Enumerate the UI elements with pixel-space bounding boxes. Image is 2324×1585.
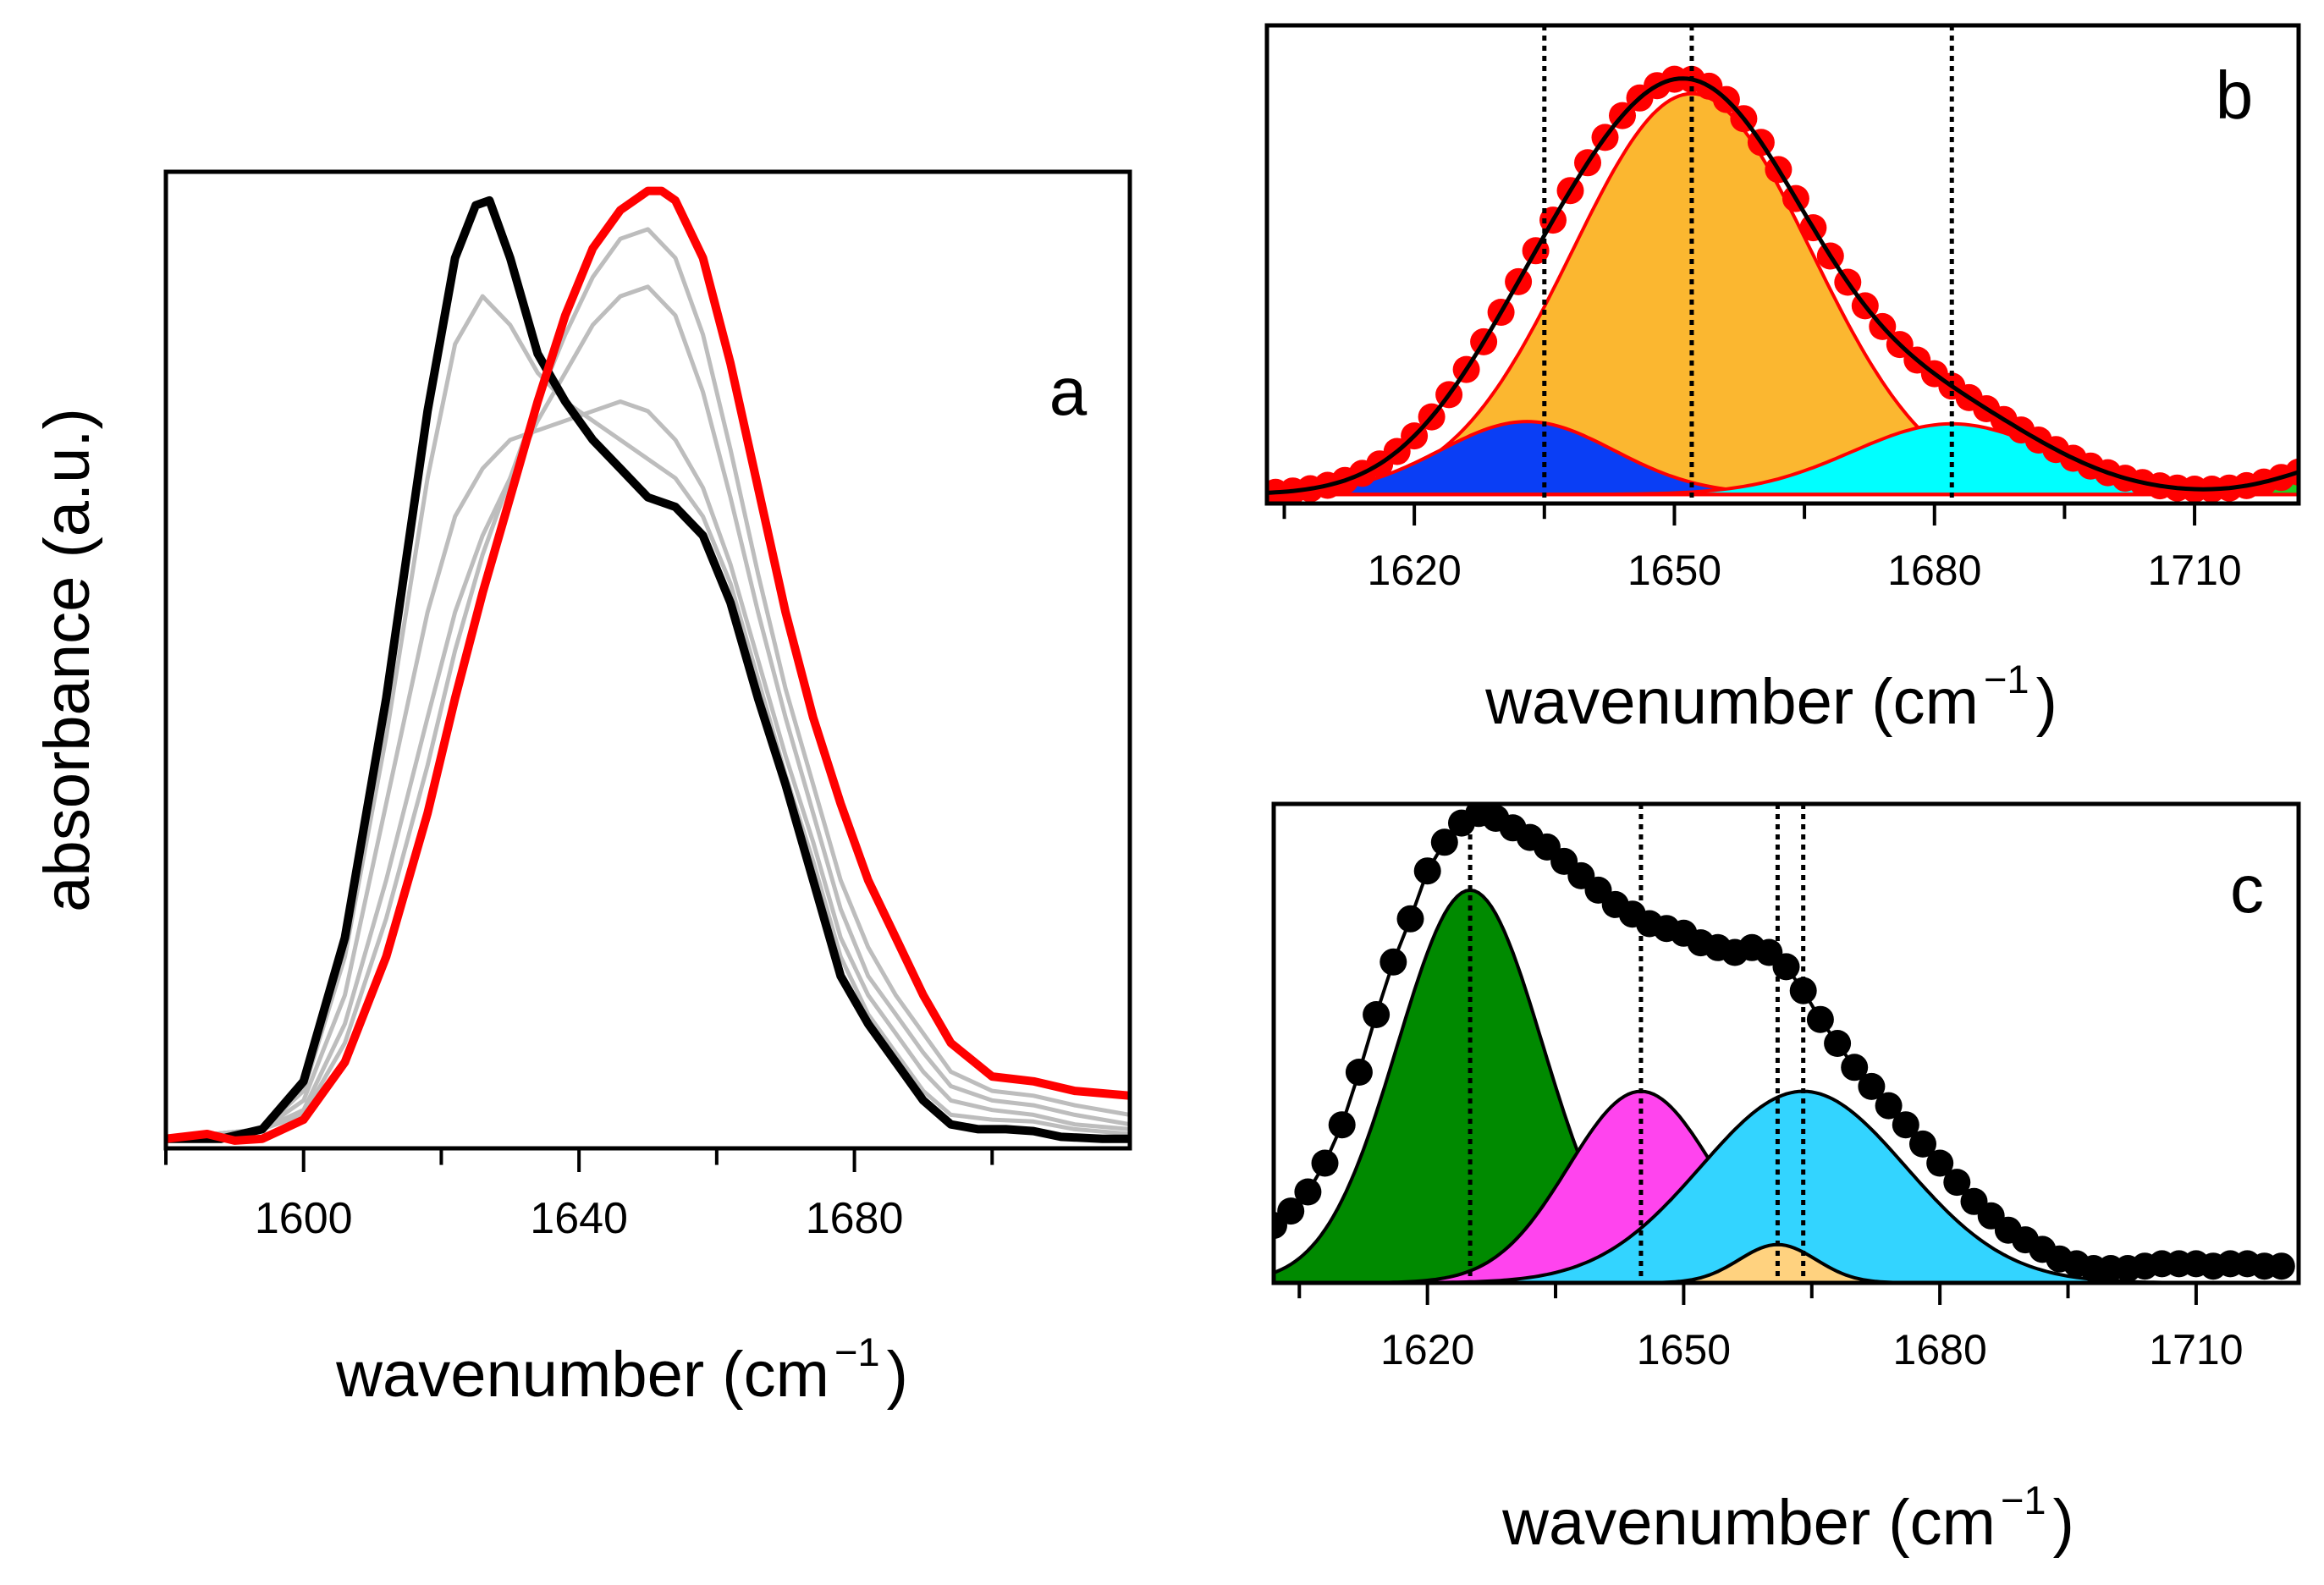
- data-point: [1396, 905, 1424, 933]
- x-tick-label: 1650: [1637, 1326, 1731, 1373]
- x-axis-label-superscript: −1: [834, 1329, 880, 1374]
- data-point: [1363, 1001, 1391, 1028]
- panel-label: b: [2216, 58, 2254, 133]
- x-tick-label: 1650: [1627, 547, 1721, 594]
- x-axis-label-main: wavenumber (cm: [1484, 666, 1979, 738]
- x-tick-label: 1600: [255, 1194, 353, 1243]
- x-tick-label: 1620: [1368, 547, 1462, 594]
- x-tick-label: 1680: [1893, 1326, 1987, 1373]
- components-group: [1274, 804, 2299, 1283]
- x-tick-label: 1680: [806, 1194, 904, 1243]
- x-tick-label: 1680: [1887, 547, 1981, 594]
- data-point: [1909, 1130, 1936, 1158]
- data-point: [1294, 1178, 1322, 1206]
- data-point: [1806, 1005, 1834, 1033]
- data-point: [1875, 1092, 1903, 1120]
- data-point: [1311, 1149, 1339, 1177]
- data-point: [2267, 1252, 2295, 1280]
- x-tick-label: 1710: [2149, 1326, 2243, 1373]
- series-line-spectrum-mid-3: [166, 284, 1130, 1142]
- series-line-spectrum-mid-2: [166, 399, 1130, 1142]
- panel-b: 1620 1650 1680 1710 wavenumber (cm −1) b: [1264, 23, 2301, 738]
- x-tick-label: 1640: [530, 1194, 628, 1243]
- data-point: [1430, 828, 1458, 856]
- panel-c: 1620 1650 1680 1710 wavenumber (cm −1) c: [1271, 801, 2301, 1559]
- data-point: [1328, 1111, 1356, 1139]
- plot-frame: [1271, 801, 2301, 1285]
- x-axis-label: wavenumber (cm −1): [335, 1329, 908, 1411]
- series-line-spectrum-mid-4: [166, 227, 1130, 1142]
- data-point: [1926, 1149, 1954, 1177]
- plot-frame: [1264, 23, 2301, 506]
- y-axis-label: absorbance (a.u.): [31, 408, 103, 912]
- panel-label: a: [1049, 354, 1088, 429]
- panel-a: 1600 1640 1680 wavenumber (cm −1) a absorbance…: [31, 169, 1132, 1411]
- fit-line: [1267, 76, 2299, 495]
- data-point: [1892, 1111, 1919, 1139]
- series-line-spectrum-start: [166, 195, 1130, 1143]
- series-line-spectrum-mid-1: [166, 294, 1130, 1142]
- x-axis-label-superscript: −1: [2001, 1478, 2046, 1522]
- component-component-green: [1267, 470, 2299, 497]
- data-point: [1277, 1197, 1305, 1225]
- component-component-green: [1274, 888, 2299, 1283]
- x-tick-label: 1620: [1380, 1326, 1474, 1373]
- x-axis-label-close: ): [2053, 1487, 2074, 1559]
- data-point: [1345, 1059, 1373, 1086]
- x-axis-label-close: ): [2036, 666, 2057, 738]
- components-group: [1267, 25, 2299, 504]
- series-group: [166, 186, 1130, 1145]
- data-point: [1858, 1072, 1886, 1100]
- series-line-spectrum-end: [166, 186, 1130, 1145]
- data-point: [1772, 953, 1800, 981]
- data-point: [1413, 857, 1441, 885]
- x-axis-label-close: ): [887, 1339, 908, 1411]
- x-axis-label-main: wavenumber (cm: [335, 1339, 829, 1411]
- x-axis-label: wavenumber (cm −1): [1501, 1478, 2074, 1559]
- data-point: [1943, 1169, 1971, 1197]
- data-point: [1789, 977, 1817, 1004]
- x-axis-label-superscript: −1: [1984, 657, 2029, 702]
- x-axis-label-main: wavenumber (cm: [1501, 1487, 1996, 1559]
- data-point: [1380, 948, 1407, 976]
- x-axis-label: wavenumber (cm −1): [1484, 657, 2057, 738]
- plot-frame: [163, 169, 1132, 1151]
- component-component-peach: [1274, 1242, 2299, 1283]
- x-tick-label: 1710: [2147, 547, 2241, 594]
- data-point: [1841, 1054, 1869, 1081]
- data-point: [1824, 1030, 1852, 1057]
- panel-label: c: [2230, 851, 2264, 927]
